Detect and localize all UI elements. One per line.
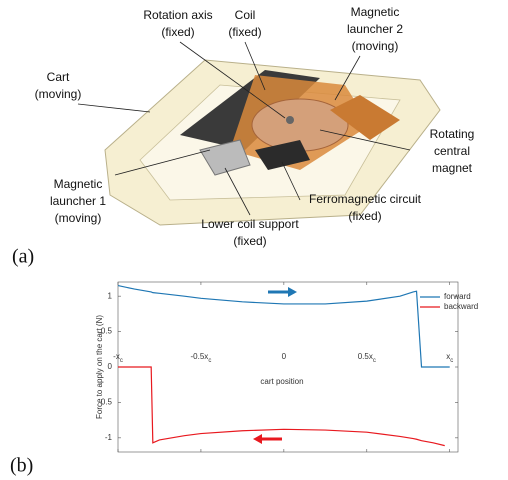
legend-label: backward [444,302,478,311]
x-axis-label: cart position [260,377,303,386]
annotation: (fixed) [161,25,194,39]
plot-frame [118,282,458,452]
annotation: Ferromagnetic circuit [309,192,422,206]
annotation: launcher 1 [50,194,106,208]
annotation: (fixed) [233,234,266,248]
y-tick-label: -0.5 [98,398,112,407]
annotation: Magnetic [54,177,103,191]
panel-label: (a) [12,246,34,268]
x-tick-label: 0.5xc [358,352,376,363]
annotation: (fixed) [348,209,381,223]
annotation: Lower coil support [201,217,299,231]
annotation: Cart [47,70,70,84]
annotation: central [434,144,470,158]
annotation: launcher 2 [347,22,403,36]
y-tick-label: -1 [105,433,113,442]
annotation: Rotation axis [143,8,212,22]
x-tick-label: xc [446,352,453,363]
y-tick-label: 0 [108,362,113,371]
y-tick-label: 0.5 [101,327,113,336]
annotation: (moving) [352,39,399,53]
x-tick-label: -0.5xc [191,352,212,363]
x-tick-label: 0 [282,352,287,361]
figure: (a) (b) cart position Force to apply on … [0,0,508,480]
y-tick-label: 1 [108,291,113,300]
annotation: Magnetic [351,5,400,19]
annotation: magnet [432,161,473,175]
annotation: (moving) [55,211,102,225]
legend-label: forward [444,292,471,301]
panel-label: (b) [10,455,33,477]
annotation: (moving) [35,87,82,101]
annotation: Coil [235,8,256,22]
annotation: Rotating [430,127,475,141]
direction-arrows [253,287,297,444]
annotation: (fixed) [228,25,261,39]
